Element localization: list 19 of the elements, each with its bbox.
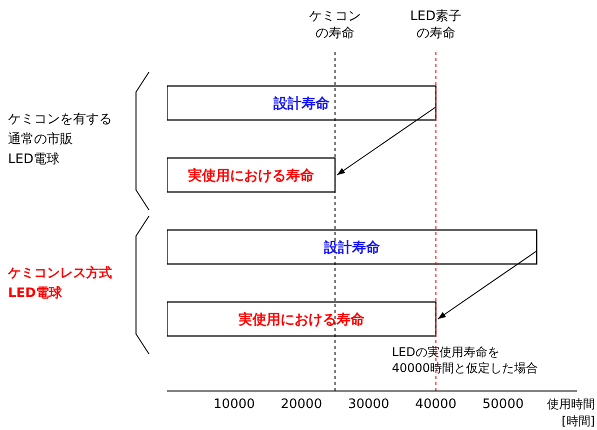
data-label: 実使用における寿命: [188, 166, 316, 184]
text: LED電球: [8, 285, 63, 301]
text: 通常の市販: [8, 132, 73, 147]
data-label: 設計寿命: [272, 96, 330, 112]
x-tick-label: 30000: [348, 397, 390, 412]
x-axis-title: 使用時間[時間]: [546, 396, 595, 430]
data-label: 設計寿命: [322, 240, 381, 256]
text: LED電球: [8, 152, 60, 167]
x-tick-label: 50000: [482, 397, 524, 412]
annotation: 40000時間と仮定した場合: [392, 361, 538, 375]
x-tick-label: 40000: [415, 397, 457, 412]
text: ケミコンを有する: [8, 112, 112, 127]
text: ケミコンレス方式: [7, 265, 112, 281]
x-tick-label: 20000: [280, 397, 322, 412]
annotation: LEDの実使用寿命を: [392, 345, 500, 359]
data-label: 実使用における寿命: [238, 310, 366, 328]
x-tick-label: 10000: [214, 397, 255, 412]
ref-line-label: LED素子の寿命: [409, 8, 463, 42]
ref-line-label: ケミコンの寿命: [308, 8, 362, 42]
